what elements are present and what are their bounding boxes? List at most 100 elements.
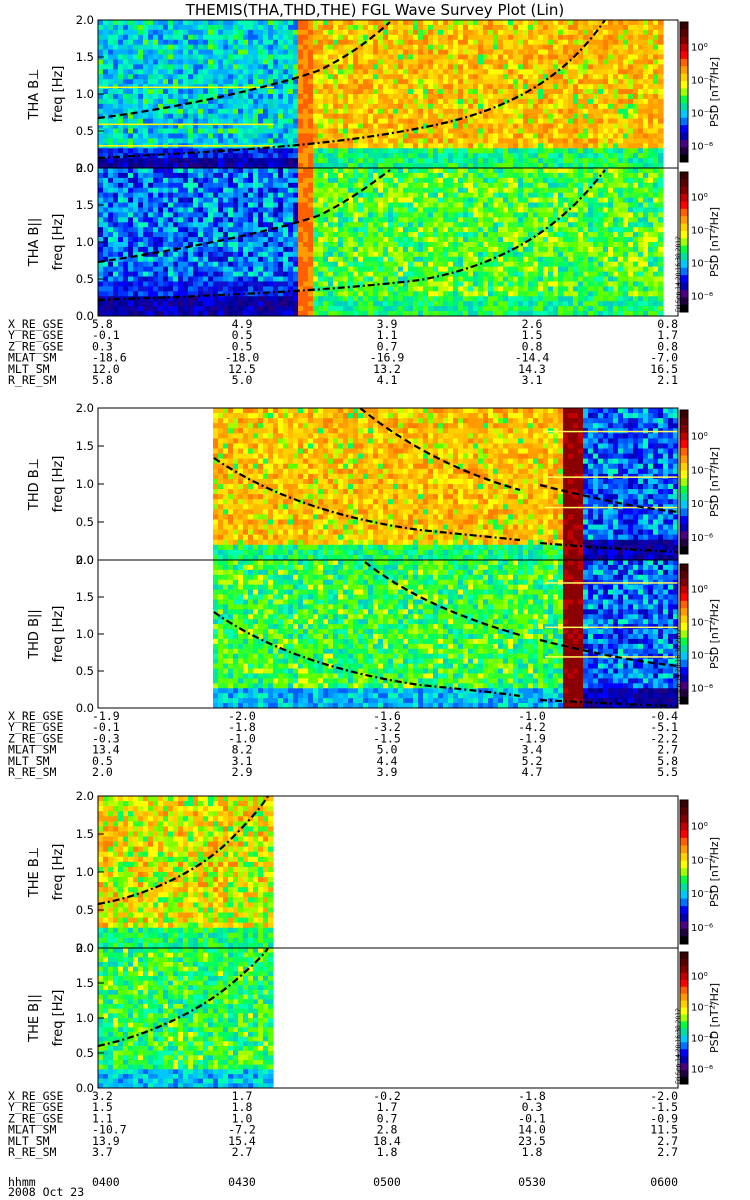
- spectrogram-cell: [658, 69, 664, 75]
- spectrogram-cell: [623, 74, 629, 80]
- spectrogram-cell: [248, 49, 254, 56]
- spectrogram-cell: [188, 138, 194, 144]
- spectrogram-cell: [653, 69, 659, 75]
- spectrogram-cell: [108, 118, 114, 125]
- spectrogram-cell: [383, 143, 389, 149]
- spectrogram-cell: [323, 84, 329, 90]
- spectrogram-cell: [198, 227, 204, 233]
- spectrogram-cell: [428, 79, 434, 85]
- spectrogram-cell: [98, 286, 104, 292]
- spectrogram-cell: [143, 98, 149, 105]
- spectrogram-cell: [418, 98, 424, 105]
- spectrogram-cell: [488, 74, 494, 80]
- spectrogram-cell: [543, 94, 549, 100]
- spectrogram-cell: [103, 94, 109, 100]
- spectrogram-cell: [288, 84, 294, 90]
- spectrogram-cell: [318, 271, 324, 278]
- spectrogram-cell: [448, 108, 454, 115]
- spectrogram-cell: [323, 242, 329, 248]
- spectrogram-cell: [438, 103, 444, 110]
- spectrogram-cell: [153, 79, 159, 85]
- spectrogram-cell: [313, 251, 319, 258]
- spectrogram-cell: [573, 128, 579, 135]
- spectrogram-cell: [168, 39, 174, 46]
- spectrogram-cell: [363, 163, 369, 168]
- spectrogram-cell: [328, 49, 334, 56]
- spectrogram-cell: [223, 123, 229, 130]
- spectrogram-cell: [418, 20, 424, 26]
- spectrogram-cell: [208, 281, 214, 287]
- spectrogram-cell: [558, 94, 564, 100]
- spectrogram-cell: [223, 118, 229, 125]
- spectrogram-cell: [103, 202, 109, 209]
- spectrogram-cell: [313, 276, 319, 283]
- spectrogram-cell: [553, 138, 559, 144]
- spectrogram-cell: [288, 271, 294, 278]
- spectrogram-cell: [458, 153, 464, 159]
- spectrogram-cell: [263, 69, 269, 75]
- spectrogram-cell: [238, 123, 244, 130]
- spectrogram-cell: [183, 163, 189, 168]
- spectrogram-cell: [328, 29, 334, 36]
- spectrogram-cell: [203, 54, 209, 61]
- spectrogram-cell: [528, 143, 534, 149]
- spectrogram-cell: [328, 286, 334, 292]
- spectrogram-cell: [298, 296, 304, 302]
- spectrogram-cell: [353, 242, 359, 248]
- spectrogram-cell: [278, 266, 284, 273]
- spectrogram-cell: [393, 163, 399, 168]
- spectrogram-cell: [168, 207, 174, 213]
- spectrogram-cell: [328, 172, 334, 179]
- spectrogram-cell: [263, 281, 269, 287]
- spectrogram-cell: [118, 306, 124, 312]
- spectrogram-cell: [153, 217, 159, 223]
- spectrogram-cell: [158, 301, 164, 307]
- spectrogram-cell: [418, 34, 424, 41]
- spectrogram-cell: [108, 306, 114, 312]
- spectrogram-cell: [543, 163, 549, 168]
- spectrogram-cell: [188, 301, 194, 307]
- spectrogram-cell: [98, 49, 104, 56]
- spectrogram-cell: [168, 177, 174, 184]
- spectrogram-cell: [633, 153, 639, 159]
- spectrogram-cell: [528, 118, 534, 125]
- spectrogram-cell: [278, 217, 284, 223]
- spectrogram-cell: [328, 89, 334, 95]
- spectrogram-cell: [208, 64, 214, 70]
- spectrogram-cell: [103, 158, 109, 164]
- spectrogram-cell: [373, 133, 379, 139]
- spectrogram-cell: [183, 54, 189, 61]
- spectrogram-cell: [143, 39, 149, 46]
- spectrogram-cell: [283, 29, 289, 36]
- spectrogram-cell: [458, 34, 464, 41]
- spectrogram-cell: [643, 158, 649, 164]
- spectrogram-cell: [203, 79, 209, 85]
- spectrogram-cell: [143, 54, 149, 61]
- spectrogram-cell: [168, 286, 174, 292]
- spectrogram-cell: [498, 148, 504, 154]
- spectrogram-cell: [268, 251, 274, 258]
- spectrogram-cell: [248, 172, 254, 179]
- spectrogram-cell: [608, 44, 614, 51]
- spectrogram-cell: [143, 64, 149, 70]
- spectrogram-cell: [133, 187, 139, 194]
- spectrogram-cell: [203, 251, 209, 258]
- spectrogram-cell: [653, 108, 659, 115]
- spectrogram-cell: [508, 74, 514, 80]
- spectrogram-cell: [458, 49, 464, 56]
- spectrogram-cell: [553, 123, 559, 130]
- spectrogram-cell: [273, 311, 279, 316]
- spectrogram-cell: [593, 74, 599, 80]
- spectrogram-cell: [518, 64, 524, 70]
- spectrogram-cell: [433, 138, 439, 144]
- spectrogram-cell: [473, 24, 479, 31]
- spectrogram-cell: [258, 251, 264, 258]
- spectrogram-cell: [168, 89, 174, 95]
- spectrogram-cell: [448, 49, 454, 56]
- spectrogram-cell: [653, 123, 659, 130]
- spectrogram-cell: [333, 202, 339, 209]
- spectrogram-cell: [318, 187, 324, 194]
- spectrogram-cell: [318, 138, 324, 144]
- spectrogram-cell: [103, 207, 109, 213]
- spectrogram-cell: [253, 281, 259, 287]
